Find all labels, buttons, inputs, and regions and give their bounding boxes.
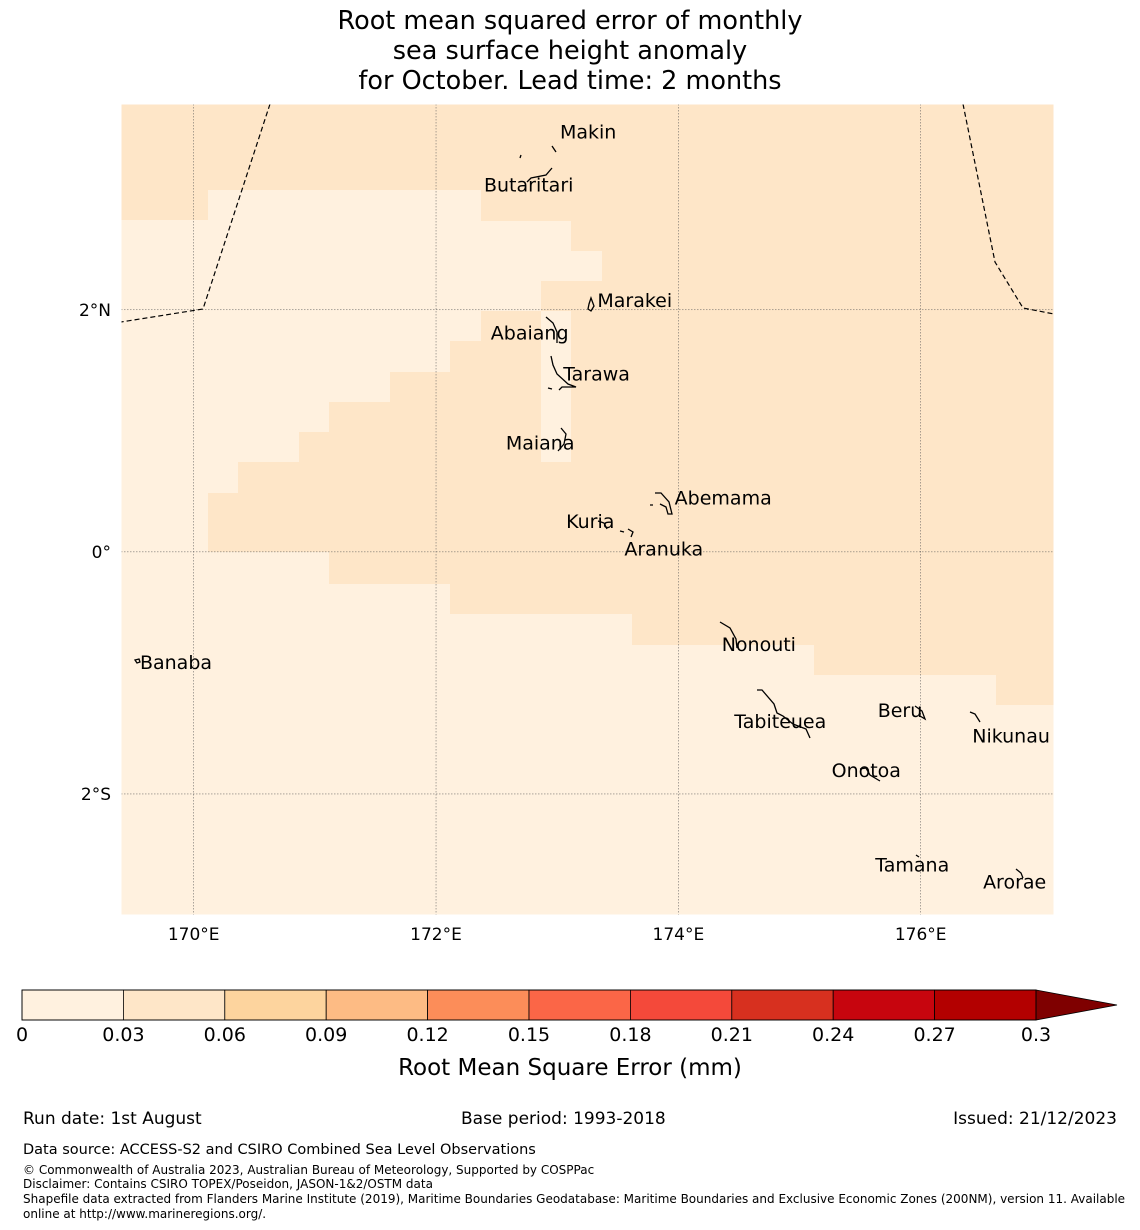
run-date: Run date: 1st August bbox=[23, 1109, 202, 1129]
lat-tick-label: 2°N bbox=[79, 301, 111, 321]
colorbar-segment bbox=[528, 989, 631, 1021]
colorbar-tick-label: 0.09 bbox=[305, 1024, 348, 1046]
colorbar-segment bbox=[427, 989, 530, 1021]
island-label-tarawa: Tarawa bbox=[562, 363, 630, 385]
kuria-coastline bbox=[597, 520, 608, 530]
island-label-arorae: Arorae bbox=[983, 871, 1046, 893]
issued-date: Issued: 21/12/2023 bbox=[953, 1109, 1117, 1129]
lon-tick-label: 176°E bbox=[895, 925, 947, 945]
data-source: Data source: ACCESS-S2 and CSIRO Combine… bbox=[23, 1142, 536, 1158]
island-label-butaritari: Butaritari bbox=[484, 174, 573, 196]
beru-coastline bbox=[914, 705, 927, 721]
colorbar-tick-label: 0.06 bbox=[203, 1024, 246, 1046]
island-labels: Makin Butaritari Marakei Abaiang Tarawa Maian… bbox=[140, 122, 1050, 894]
island-label-tamana: Tamana bbox=[874, 854, 949, 876]
copyright-notice: © Commonwealth of Australia 2023, Austra… bbox=[23, 1163, 595, 1177]
lon-tick-label: 172°E bbox=[410, 925, 462, 945]
nikunau-coastline bbox=[969, 711, 981, 723]
colorbar-extension-triangle bbox=[1035, 989, 1118, 1021]
island-label-aranuka: Aranuka bbox=[624, 538, 703, 560]
maiana-coastline bbox=[557, 427, 567, 452]
colorbar-label: Root Mean Square Error (mm) bbox=[398, 1055, 742, 1081]
makin-coastline bbox=[519, 145, 557, 159]
colorbar-segments bbox=[21, 989, 1037, 1021]
colorbar-outline bbox=[21, 989, 1037, 1021]
eez-boundary-east bbox=[962, 103, 1055, 315]
tamana-coastline bbox=[915, 854, 920, 858]
colorbar-segment bbox=[630, 989, 733, 1021]
colorbar-tick-label: 0.21 bbox=[710, 1024, 753, 1046]
colorbar-tick-label: 0.03 bbox=[102, 1024, 145, 1046]
butaritari-coastline bbox=[526, 167, 553, 183]
aranuka-coastline bbox=[619, 528, 634, 538]
colorbar-segment bbox=[934, 989, 1037, 1021]
colorbar-segment bbox=[325, 989, 429, 1021]
disclaimer: Disclaimer: Contains CSIRO TOPEX/Poseido… bbox=[23, 1177, 433, 1191]
island-label-abaiang: Abaiang bbox=[491, 322, 569, 344]
island-label-beru: Beru bbox=[878, 700, 923, 722]
colorbar-tick-label: 0.27 bbox=[913, 1024, 956, 1046]
colorbar-tick-label: 0.3 bbox=[1020, 1024, 1052, 1046]
shapefile-credit-line-2: online at http://www.marineregions.org/. bbox=[23, 1207, 267, 1221]
map-frame bbox=[120, 103, 1055, 916]
eez-boundaries bbox=[120, 103, 1055, 323]
graticule bbox=[121, 104, 1054, 915]
onotoa-coastline bbox=[859, 767, 881, 782]
arorae-coastline bbox=[1015, 868, 1024, 879]
island-coastlines bbox=[133, 145, 1024, 879]
island-label-makin: Makin bbox=[560, 122, 616, 144]
marakei-coastline bbox=[587, 296, 595, 312]
banaba-coastline bbox=[133, 658, 141, 664]
axis-labels: 170°E 172°E 174°E 176°E 2°N 0° 2°S bbox=[79, 301, 947, 945]
colorbar bbox=[21, 989, 1118, 1021]
island-label-kuria: Kuria bbox=[566, 511, 614, 533]
tarawa-coastline bbox=[547, 355, 577, 391]
island-label-nonouti: Nonouti bbox=[722, 634, 796, 656]
colorbar-tick-label: 0.12 bbox=[406, 1024, 449, 1046]
abemama-coastline bbox=[650, 492, 673, 515]
base-period: Base period: 1993-2018 bbox=[461, 1109, 666, 1129]
island-label-onotoa: Onotoa bbox=[832, 760, 901, 782]
island-label-nikunau: Nikunau bbox=[972, 726, 1050, 748]
nonouti-coastline bbox=[719, 621, 738, 649]
island-label-marakei: Marakei bbox=[597, 290, 672, 312]
map-title: Root mean squared error of monthly sea s… bbox=[240, 6, 900, 96]
tabiteuea-coastline bbox=[757, 689, 811, 739]
colorbar-tick-label: 0.15 bbox=[507, 1024, 551, 1046]
island-label-maiana: Maiana bbox=[506, 432, 575, 454]
map-plot-area: Makin Butaritari Marakei Abaiang Tarawa Maian… bbox=[120, 103, 1055, 916]
lon-tick-label: 170°E bbox=[168, 925, 220, 945]
lon-tick-label: 174°E bbox=[653, 925, 705, 945]
title-line-2: sea surface height anomaly bbox=[392, 36, 748, 66]
island-label-banaba: Banaba bbox=[140, 652, 212, 674]
lat-tick-label: 2°S bbox=[81, 785, 111, 805]
lat-tick-label: 0° bbox=[92, 543, 111, 563]
title-line-3: for October. Lead time: 2 months bbox=[358, 66, 782, 96]
title-line-1: Root mean squared error of monthly bbox=[337, 6, 803, 36]
map-figure: Makin Butaritari Marakei Abaiang Tarawa Maian… bbox=[21, 103, 1118, 1021]
island-label-abemama: Abemama bbox=[675, 487, 772, 509]
island-label-tabiteuea: Tabiteuea bbox=[733, 711, 826, 733]
colorbar-segment bbox=[832, 989, 936, 1021]
abaiang-coastline bbox=[545, 316, 558, 343]
colorbar-segment bbox=[123, 989, 226, 1021]
colorbar-segment bbox=[731, 989, 834, 1021]
colorbar-tick-label: 0 bbox=[15, 1024, 29, 1046]
colorbar-tick-label: 0.18 bbox=[609, 1024, 652, 1046]
colorbar-tick-label: 0.24 bbox=[812, 1024, 855, 1046]
colorbar-segment bbox=[21, 989, 124, 1021]
shapefile-credit-line-1: Shapefile data extracted from Flanders M… bbox=[23, 1192, 1126, 1206]
high-error-region bbox=[121, 104, 1054, 705]
colorbar-segment bbox=[224, 989, 327, 1021]
